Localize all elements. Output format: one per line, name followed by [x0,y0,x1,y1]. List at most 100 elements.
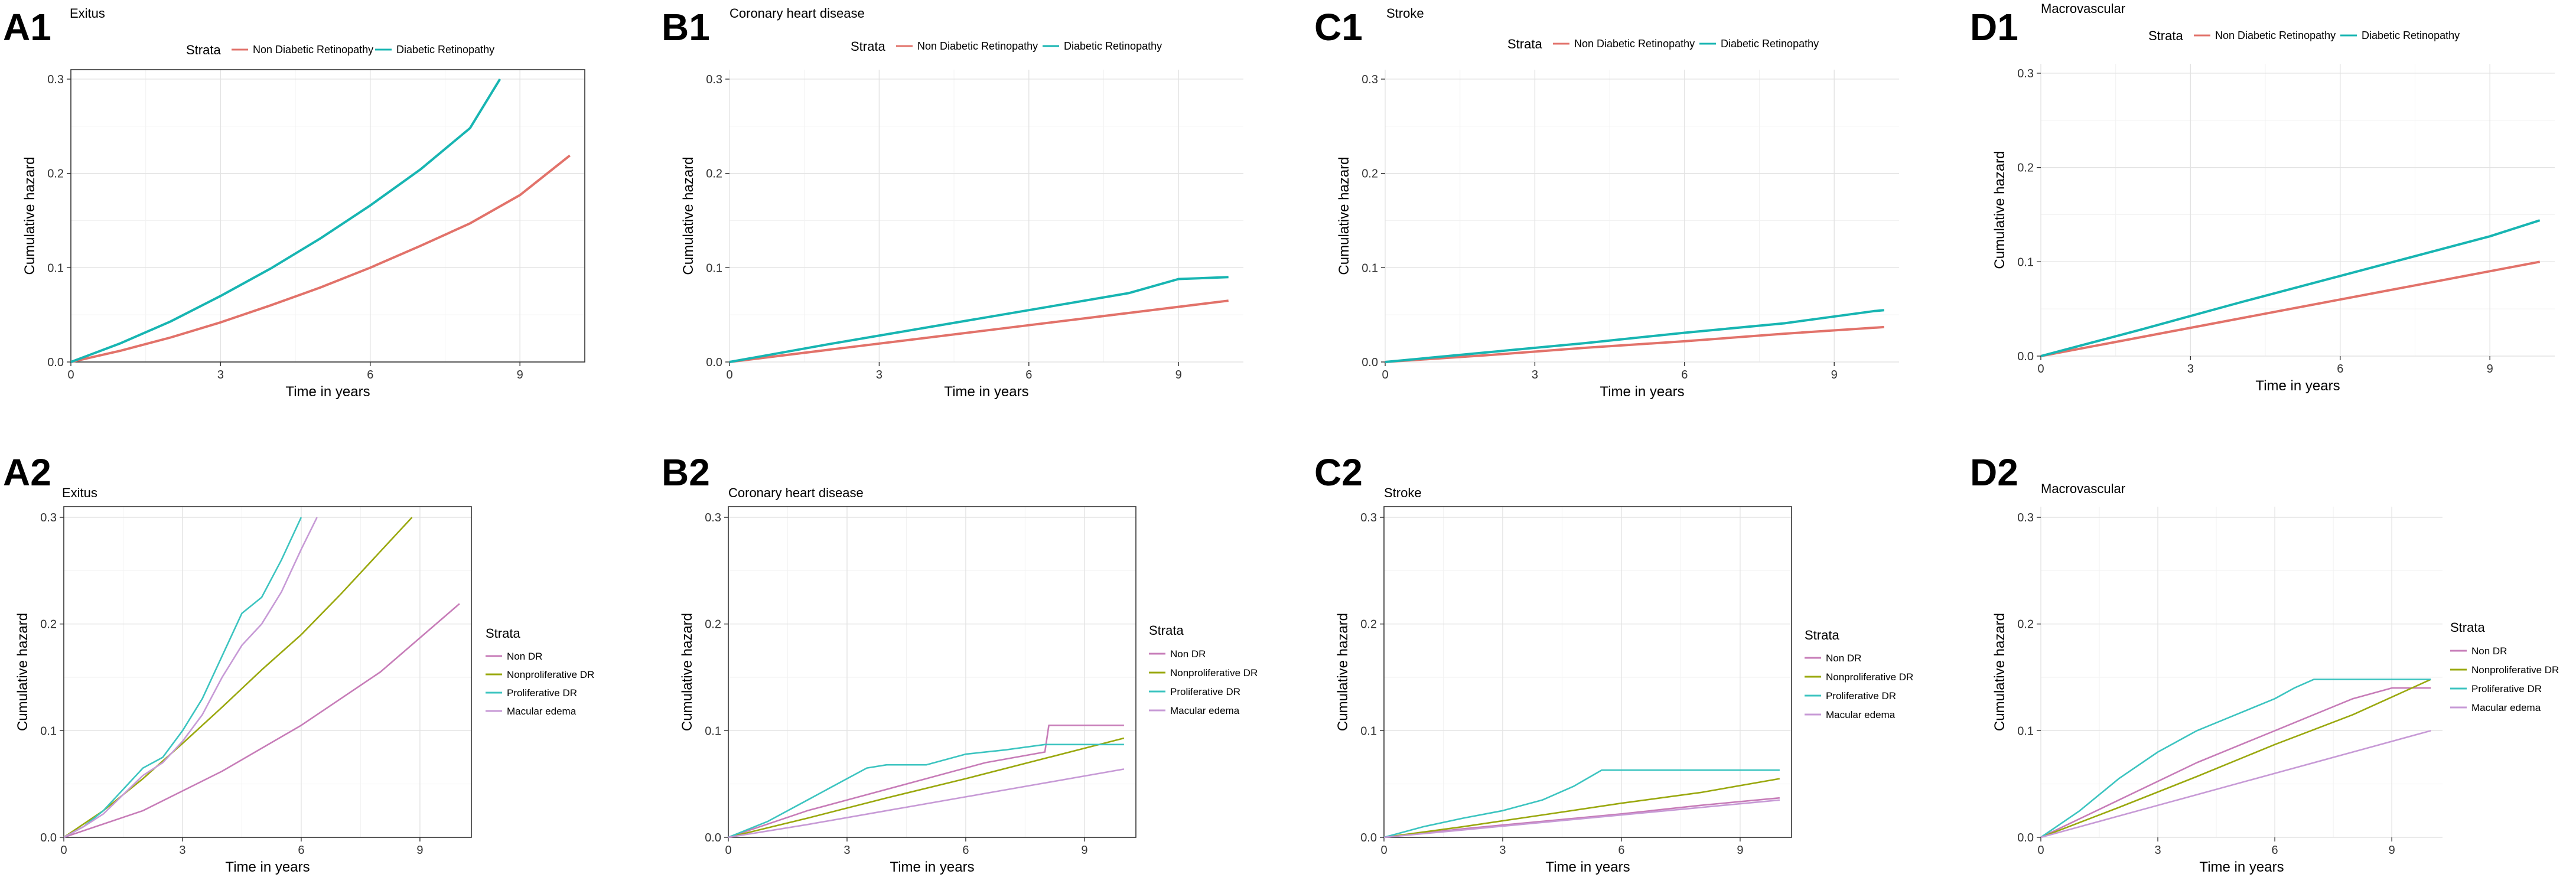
plot-coronary-b2: 0 3 6 9 0.0 0.1 0.2 0.3 Time in years Cumulative … [679,506,1136,875]
y-tick-label: 0.2 [705,618,721,631]
x-axis-label: Time in years [2199,859,2284,875]
legend-b2: Strata Non DR Nonproliferative DR Prolif… [1149,623,1258,716]
panel-border [63,506,472,838]
x-tick-label: 3 [179,844,185,857]
legend-item-proliferative: Proliferative DR [2471,683,2542,694]
series-line-non-dr [1383,797,1780,839]
legend-item-non-dr: Non DR [1826,653,1861,664]
y-tick-label: 0.3 [1362,73,1378,86]
plot-area [728,507,1136,837]
x-tick-label: 9 [517,368,523,381]
x-tick-label: 3 [2187,363,2194,376]
series-line-non-diabetic-retinopathy [1385,325,1884,363]
legend-item-proliferative: Proliferative DR [1170,686,1240,697]
series-line-macular-edema [1383,799,1780,839]
plot-area [71,70,585,362]
x-tick-label: 3 [876,368,882,381]
plot-area [730,70,1243,362]
legend-item-nonproliferative: Nonproliferative DR [507,669,594,680]
legend-item-macular: Macular edema [1170,705,1240,716]
legend-item-non-diabetic: Non Diabetic Retinopathy [2215,30,2336,41]
x-tick-label: 9 [416,844,423,857]
y-tick-label: 0.2 [1362,168,1378,181]
series-line-non-diabetic-retinopathy [70,154,571,363]
legend-item-diabetic: Diabetic Retinopathy [1721,38,1819,50]
legend-c1: Strata Non Diabetic Retinopathy Diabetic… [1507,37,1819,51]
panel-label-a1: A1 [3,6,51,48]
y-tick-label: 0.1 [47,262,64,275]
legend-title: Strata [486,626,520,641]
x-tick-label: 9 [2389,844,2395,857]
legend-item-nonproliferative: Nonproliferative DR [1170,667,1258,679]
legend-a1: Strata Non Diabetic Retinopathy Diabetic… [186,43,494,57]
legend-item-diabetic: Diabetic Retinopathy [1064,40,1162,52]
series-line-macular-edema [2040,730,2431,839]
legend-title: Strata [851,39,885,54]
x-tick-label: 6 [1025,368,1032,381]
legend-b1: Strata Non Diabetic Retinopathy Diabetic… [851,39,1162,54]
series-line-proliferative-dr [728,743,1124,839]
y-tick-label: 0.0 [2017,350,2034,363]
y-tick-label: 0.3 [40,511,57,524]
x-tick-label: 3 [1532,368,1538,381]
x-axis-label: Time in years [944,384,1028,400]
x-tick-label: 9 [1737,844,1743,857]
legend-item-diabetic: Diabetic Retinopathy [2362,30,2460,41]
x-tick-label: 6 [962,844,969,857]
y-tick-label: 0.0 [40,831,57,844]
y-axis-label: Cumulative hazard [22,156,38,275]
panel-label-d1: D1 [1970,6,2018,48]
y-tick-label: 0.2 [40,618,57,631]
legend-item-non-dr: Non DR [2471,645,2507,657]
legend-c2: Strata Non DR Nonproliferative DR Prolif… [1805,628,1913,720]
panel-label-c1: C1 [1314,6,1363,48]
y-axis-label: Cumulative hazard [679,613,695,731]
y-tick-label: 0.0 [2017,831,2034,844]
series-line-diabetic-retinopathy [2040,219,2541,357]
series-line-macular-edema [63,517,318,839]
legend-item-macular: Macular edema [1826,709,1896,720]
x-tick-label: 6 [2272,844,2278,857]
series-line-proliferative-dr [1383,769,1780,839]
legend-title: Strata [2148,28,2183,43]
x-tick-label: 0 [2037,844,2044,857]
x-tick-label: 6 [1618,844,1624,857]
y-tick-label: 0.3 [2017,67,2034,80]
series-line-proliferative-dr [63,517,302,839]
x-tick-label: 6 [2337,363,2343,376]
plot-area [1384,507,1792,837]
legend-a2: Strata Non DR Nonproliferative DR Prolif… [486,626,594,717]
x-axis-label: Time in years [2255,378,2340,394]
legend-title: Strata [1805,628,1839,642]
y-tick-label: 0.2 [47,168,64,181]
x-axis-label: Time in years [225,859,310,875]
x-tick-label: 0 [1380,844,1387,857]
panel-border [70,69,585,363]
y-tick-label: 0.0 [706,356,722,369]
x-tick-label: 9 [1175,368,1182,381]
x-tick-label: 0 [60,844,67,857]
series-line-non-diabetic-retinopathy [2040,260,2541,357]
y-tick-label: 0.3 [47,73,64,86]
legend-item-proliferative: Proliferative DR [1826,690,1896,702]
y-tick-label: 0.3 [706,73,722,86]
legend-item-non-diabetic: Non Diabetic Retinopathy [917,40,1038,52]
x-axis-label: Time in years [1545,859,1630,875]
series-line-non-dr [728,725,1124,839]
x-tick-label: 6 [1681,368,1688,381]
plot-coronary-b1: 0 3 6 9 0.0 0.1 0.2 0.3 Time in years Cumulative … [680,70,1243,400]
panel-border [728,506,1136,838]
legend-title: Strata [1507,37,1542,51]
x-tick-label: 0 [2037,363,2044,376]
y-tick-label: 0.1 [1360,725,1377,738]
series-line-nonproliferative-dr [1383,778,1780,839]
series-line-non-diabetic-retinopathy [729,299,1229,363]
plot-stroke-c2: 0 3 6 9 0.0 0.1 0.2 0.3 Time in years Cumulative … [1335,506,1792,875]
y-tick-label: 0.2 [2017,162,2034,175]
legend-item-diabetic: Diabetic Retinopathy [396,44,494,56]
legend-item-macular: Macular edema [2471,702,2541,713]
series-line-proliferative-dr [2040,679,2431,839]
y-tick-label: 0.0 [705,831,721,844]
y-tick-label: 0.2 [2017,618,2034,631]
